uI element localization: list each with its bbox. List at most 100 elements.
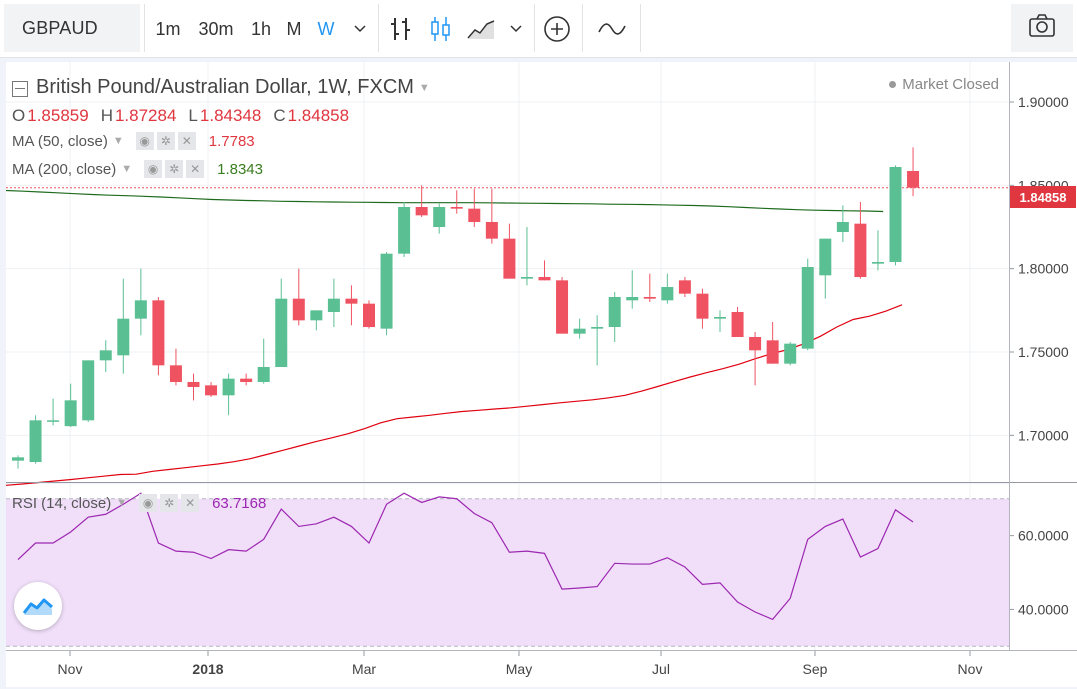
gear-icon[interactable]: ✲	[165, 160, 184, 178]
candle-body	[415, 207, 428, 216]
chevron-down-icon[interactable]	[504, 14, 528, 44]
candle-body	[854, 223, 867, 277]
chart-title-row: British Pound/Australian Dollar, 1W, FXC…	[12, 76, 430, 99]
candle-body	[678, 280, 691, 294]
add-circle-icon[interactable]	[540, 14, 574, 44]
candle-body	[871, 262, 884, 264]
high-value: 1.87284	[114, 106, 177, 125]
candle-body	[82, 360, 95, 421]
candle-body	[801, 267, 814, 349]
rsi-y-tick-label: 60.0000	[1018, 528, 1069, 544]
close-icon[interactable]: ✕	[186, 160, 205, 178]
ma200-legend[interactable]: MA (200, close) ▼ ◉ ✲ ✕ 1.8343	[12, 160, 263, 178]
close-icon[interactable]: ✕	[181, 494, 200, 512]
x-tick-label: Nov	[58, 661, 83, 677]
market-status-label: Market Closed	[902, 76, 999, 93]
candle-body	[836, 222, 849, 232]
x-tick-label: 2018	[192, 661, 223, 677]
bar-style-icon[interactable]	[386, 14, 416, 44]
interval-1h[interactable]: 1h	[250, 18, 272, 39]
candle-body	[731, 312, 744, 337]
high-label: H	[100, 106, 113, 125]
eye-icon[interactable]: ◉	[135, 132, 154, 150]
toolbar-divider	[378, 4, 379, 52]
candle-body	[766, 340, 779, 364]
y-tick-label: 1.70000	[1018, 427, 1069, 443]
candle-body	[819, 238, 832, 276]
candle-body	[520, 277, 533, 279]
camera-icon	[1028, 13, 1056, 43]
candle-style-icon[interactable]	[426, 14, 456, 44]
candle-body	[292, 298, 305, 321]
x-tick-label: Mar	[352, 661, 376, 677]
ma200-series-line	[5, 189, 884, 213]
chevron-down-icon[interactable]: ▼	[418, 81, 430, 94]
interval-week[interactable]: W	[317, 18, 335, 39]
candle-body	[169, 365, 182, 382]
candle-body	[696, 293, 709, 319]
low-value: 1.84348	[199, 106, 262, 125]
candle-body	[187, 382, 200, 387]
candle-body	[64, 400, 77, 427]
toolbar-divider	[582, 4, 583, 52]
interval-1m[interactable]: 1m	[155, 18, 181, 39]
rsi-y-tick-label: 40.0000	[1018, 601, 1069, 617]
candle-body	[485, 222, 498, 239]
toolbar-divider	[534, 4, 535, 52]
candle-body	[275, 298, 288, 367]
top-toolbar: GBPAUD 1m 30m 1h M W	[0, 0, 1077, 58]
candle-body	[468, 208, 481, 222]
candle-body	[12, 457, 24, 461]
screenshot-button[interactable]	[1011, 4, 1073, 52]
chevron-down-icon[interactable]: ▼	[121, 163, 133, 175]
symbol-search[interactable]: GBPAUD	[4, 4, 140, 52]
interval-30m[interactable]: 30m	[198, 18, 234, 39]
rsi-series-line	[17, 492, 914, 621]
candle-body	[538, 277, 551, 281]
candle-body	[327, 298, 340, 312]
close-label: C	[273, 106, 286, 125]
low-label: L	[188, 106, 198, 125]
open-value: 1.85859	[27, 106, 89, 125]
candle-body	[503, 238, 516, 279]
candle-body	[433, 207, 446, 227]
candle-body	[152, 300, 165, 366]
last-price-tag: 1.84858	[1010, 186, 1076, 208]
chevron-down-icon[interactable]: ▼	[116, 497, 128, 509]
candle-body	[749, 337, 762, 351]
eye-icon[interactable]: ◉	[144, 160, 163, 178]
ma50-legend[interactable]: MA (50, close) ▼ ◉ ✲ ✕ 1.7783	[12, 132, 255, 150]
area-style-icon[interactable]	[464, 14, 498, 44]
gear-icon[interactable]: ✲	[160, 494, 179, 512]
candle-body	[363, 303, 375, 327]
chevron-down-icon[interactable]	[348, 14, 372, 44]
candle-body	[591, 327, 604, 329]
candle-body	[380, 253, 393, 329]
x-tick-label: Sep	[803, 661, 828, 677]
candle-body	[608, 297, 621, 327]
toolbar-divider	[144, 4, 145, 52]
gear-icon[interactable]: ✲	[156, 132, 175, 150]
candle-body	[784, 343, 797, 364]
eye-icon[interactable]: ◉	[139, 494, 158, 512]
candle-body	[573, 328, 586, 334]
chevron-down-icon[interactable]: ▼	[112, 135, 124, 147]
candle-body	[117, 318, 130, 356]
ma50-label: MA (50, close)	[12, 132, 108, 150]
y-tick-label: 1.80000	[1018, 261, 1069, 277]
candle-body	[134, 300, 147, 319]
rsi-legend[interactable]: RSI (14, close) ▼ ◉ ✲ ✕ 63.7168	[12, 494, 266, 512]
interval-month[interactable]: M	[286, 18, 302, 39]
x-tick-label: Jul	[652, 661, 670, 677]
indicator-wave-icon[interactable]	[592, 14, 632, 44]
candle-body	[29, 420, 42, 462]
candle-body	[240, 378, 253, 382]
rsi-value: 63.7168	[212, 494, 267, 512]
tradingview-logo-icon[interactable]	[14, 582, 62, 630]
candle-body	[99, 350, 112, 361]
close-icon[interactable]: ✕	[177, 132, 196, 150]
x-tick-label: May	[506, 661, 532, 677]
candle-body	[450, 207, 463, 209]
collapse-icon[interactable]	[12, 80, 28, 97]
